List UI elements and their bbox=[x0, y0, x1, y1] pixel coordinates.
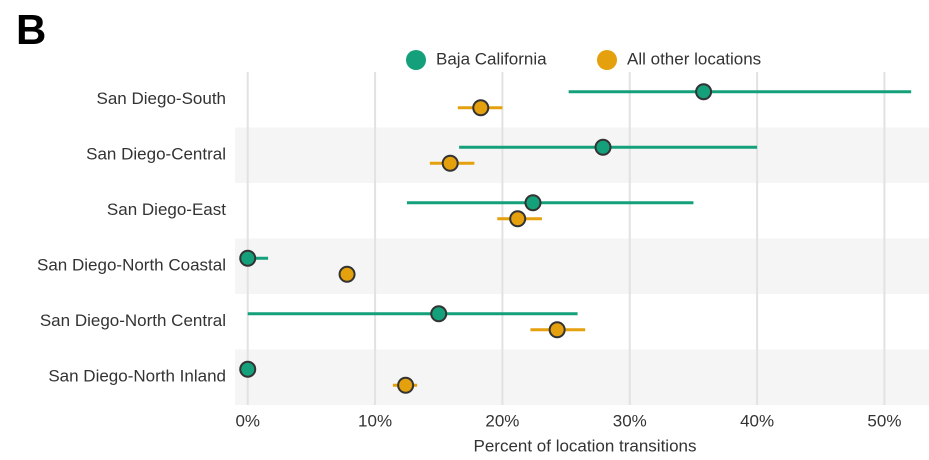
legend-marker bbox=[597, 50, 617, 70]
y-tick-label: San Diego-North Central bbox=[40, 311, 226, 330]
y-tick-label: San Diego-North Coastal bbox=[37, 256, 226, 275]
x-tick-label: 10% bbox=[358, 411, 392, 430]
point bbox=[548, 321, 566, 339]
row-band bbox=[235, 127, 929, 183]
y-tick-label: San Diego-South bbox=[97, 89, 226, 108]
point bbox=[472, 99, 490, 117]
x-tick-label: 50% bbox=[867, 411, 901, 430]
y-tick-label: San Diego-North Inland bbox=[48, 367, 226, 386]
marks bbox=[239, 83, 912, 394]
x-tick-label: 0% bbox=[235, 411, 260, 430]
point bbox=[695, 83, 713, 101]
grid bbox=[246, 72, 886, 405]
point bbox=[524, 194, 542, 212]
y-tick-label: San Diego-Central bbox=[86, 145, 226, 164]
point bbox=[594, 138, 612, 156]
legend-marker bbox=[406, 50, 426, 70]
row-band bbox=[235, 349, 929, 405]
row-band bbox=[235, 238, 929, 294]
point bbox=[509, 210, 527, 228]
point bbox=[338, 265, 356, 283]
point bbox=[239, 360, 257, 378]
legend-label: All other locations bbox=[627, 49, 761, 68]
legend-label: Baja California bbox=[436, 49, 547, 68]
panel-label: B bbox=[16, 6, 46, 53]
x-tick-label: 20% bbox=[485, 411, 519, 430]
point bbox=[441, 154, 459, 172]
point bbox=[430, 305, 448, 323]
point bbox=[397, 376, 415, 394]
bands bbox=[235, 127, 929, 405]
x-tick-label: 40% bbox=[740, 411, 774, 430]
x-tick-label: 30% bbox=[613, 411, 647, 430]
point bbox=[239, 249, 257, 267]
x-axis-label: Percent of location transitions bbox=[473, 436, 696, 455]
y-tick-label: San Diego-East bbox=[107, 200, 226, 219]
